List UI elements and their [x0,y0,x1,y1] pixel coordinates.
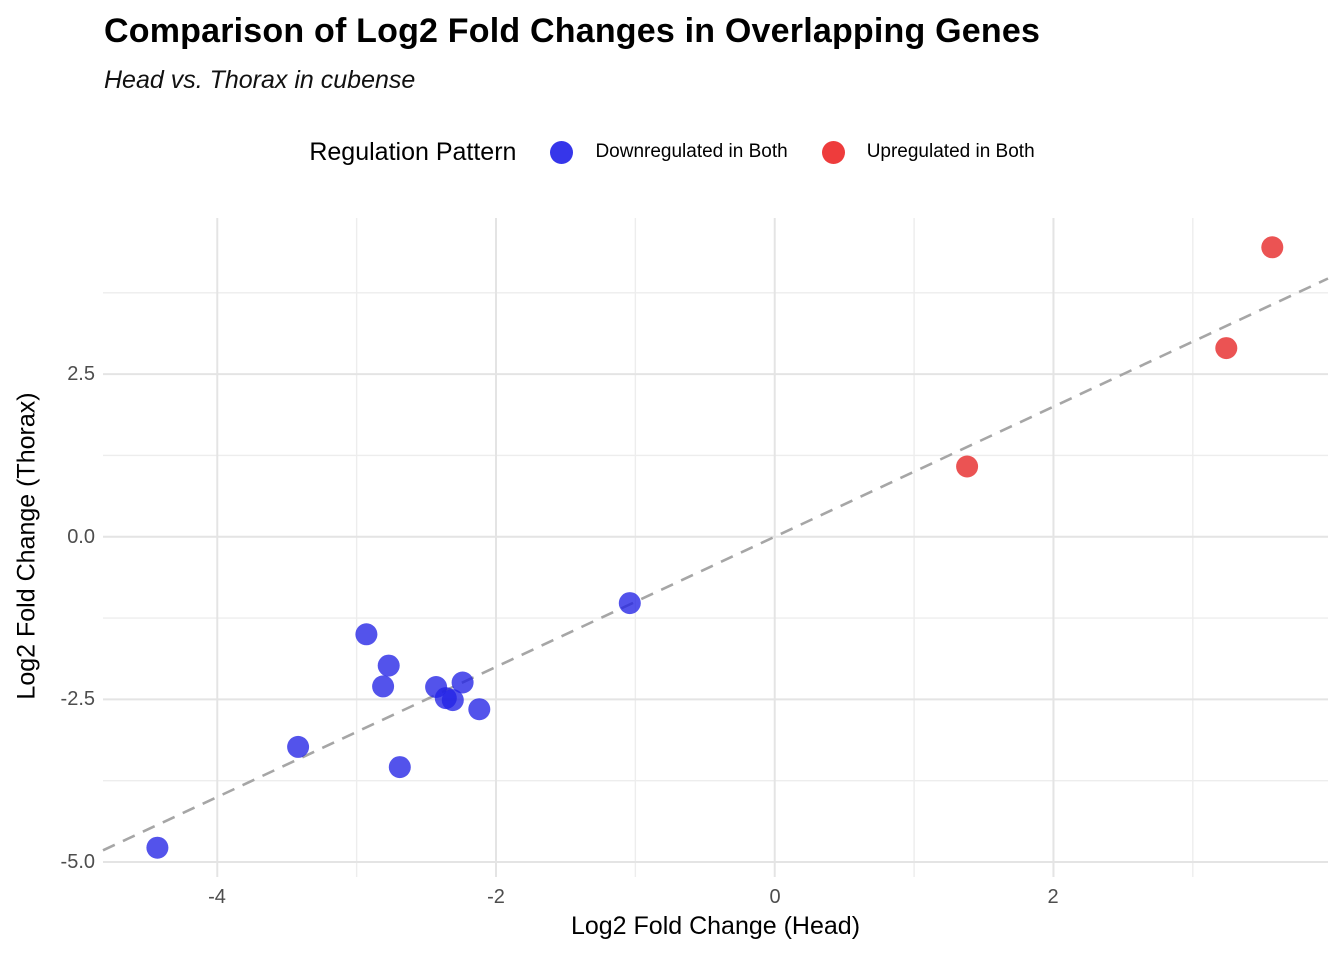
data-point [1215,337,1238,360]
legend-item-downregulated: Downregulated in Both [550,140,788,164]
legend-item-upregulated: Upregulated in Both [821,140,1035,164]
legend-title: Regulation Pattern [309,137,517,166]
data-point [618,592,641,615]
y-tick-label: 2.5 [67,363,95,385]
x-tick-label: 0 [769,886,781,908]
data-point [388,756,411,779]
data-point [451,671,474,694]
data-point [355,623,378,646]
blue-circle-icon [550,140,574,164]
data-point [372,675,395,698]
y-tick-label: 0.0 [67,526,95,548]
chart-subtitle: Head vs. Thorax in cubense [104,66,416,94]
legend: Regulation Pattern Downregulated in Both… [0,133,1344,171]
data-point [377,654,400,677]
y-axis-title: Log2 Fold Change (Thorax) [12,392,41,700]
legend-label: Downregulated in Both [595,141,788,162]
data-point [441,689,464,712]
data-point [287,735,310,758]
data-point [1261,236,1284,259]
x-axis-title: Log2 Fold Change (Head) [570,912,861,940]
data-point [146,836,169,859]
x-tick-label: -4 [208,886,226,908]
legend-label: Upregulated in Both [866,141,1035,162]
red-circle-icon [821,140,845,164]
x-tick-label: -2 [487,886,505,908]
identity-dashed-line [102,277,1329,852]
y-tick-label: -5.0 [60,851,95,873]
data-point [956,455,979,478]
y-tick-label: -2.5 [60,688,95,710]
chart-title: Comparison of Log2 Fold Changes in Overl… [104,12,1041,50]
data-point [468,698,491,721]
x-tick-label: 2 [1047,886,1059,908]
